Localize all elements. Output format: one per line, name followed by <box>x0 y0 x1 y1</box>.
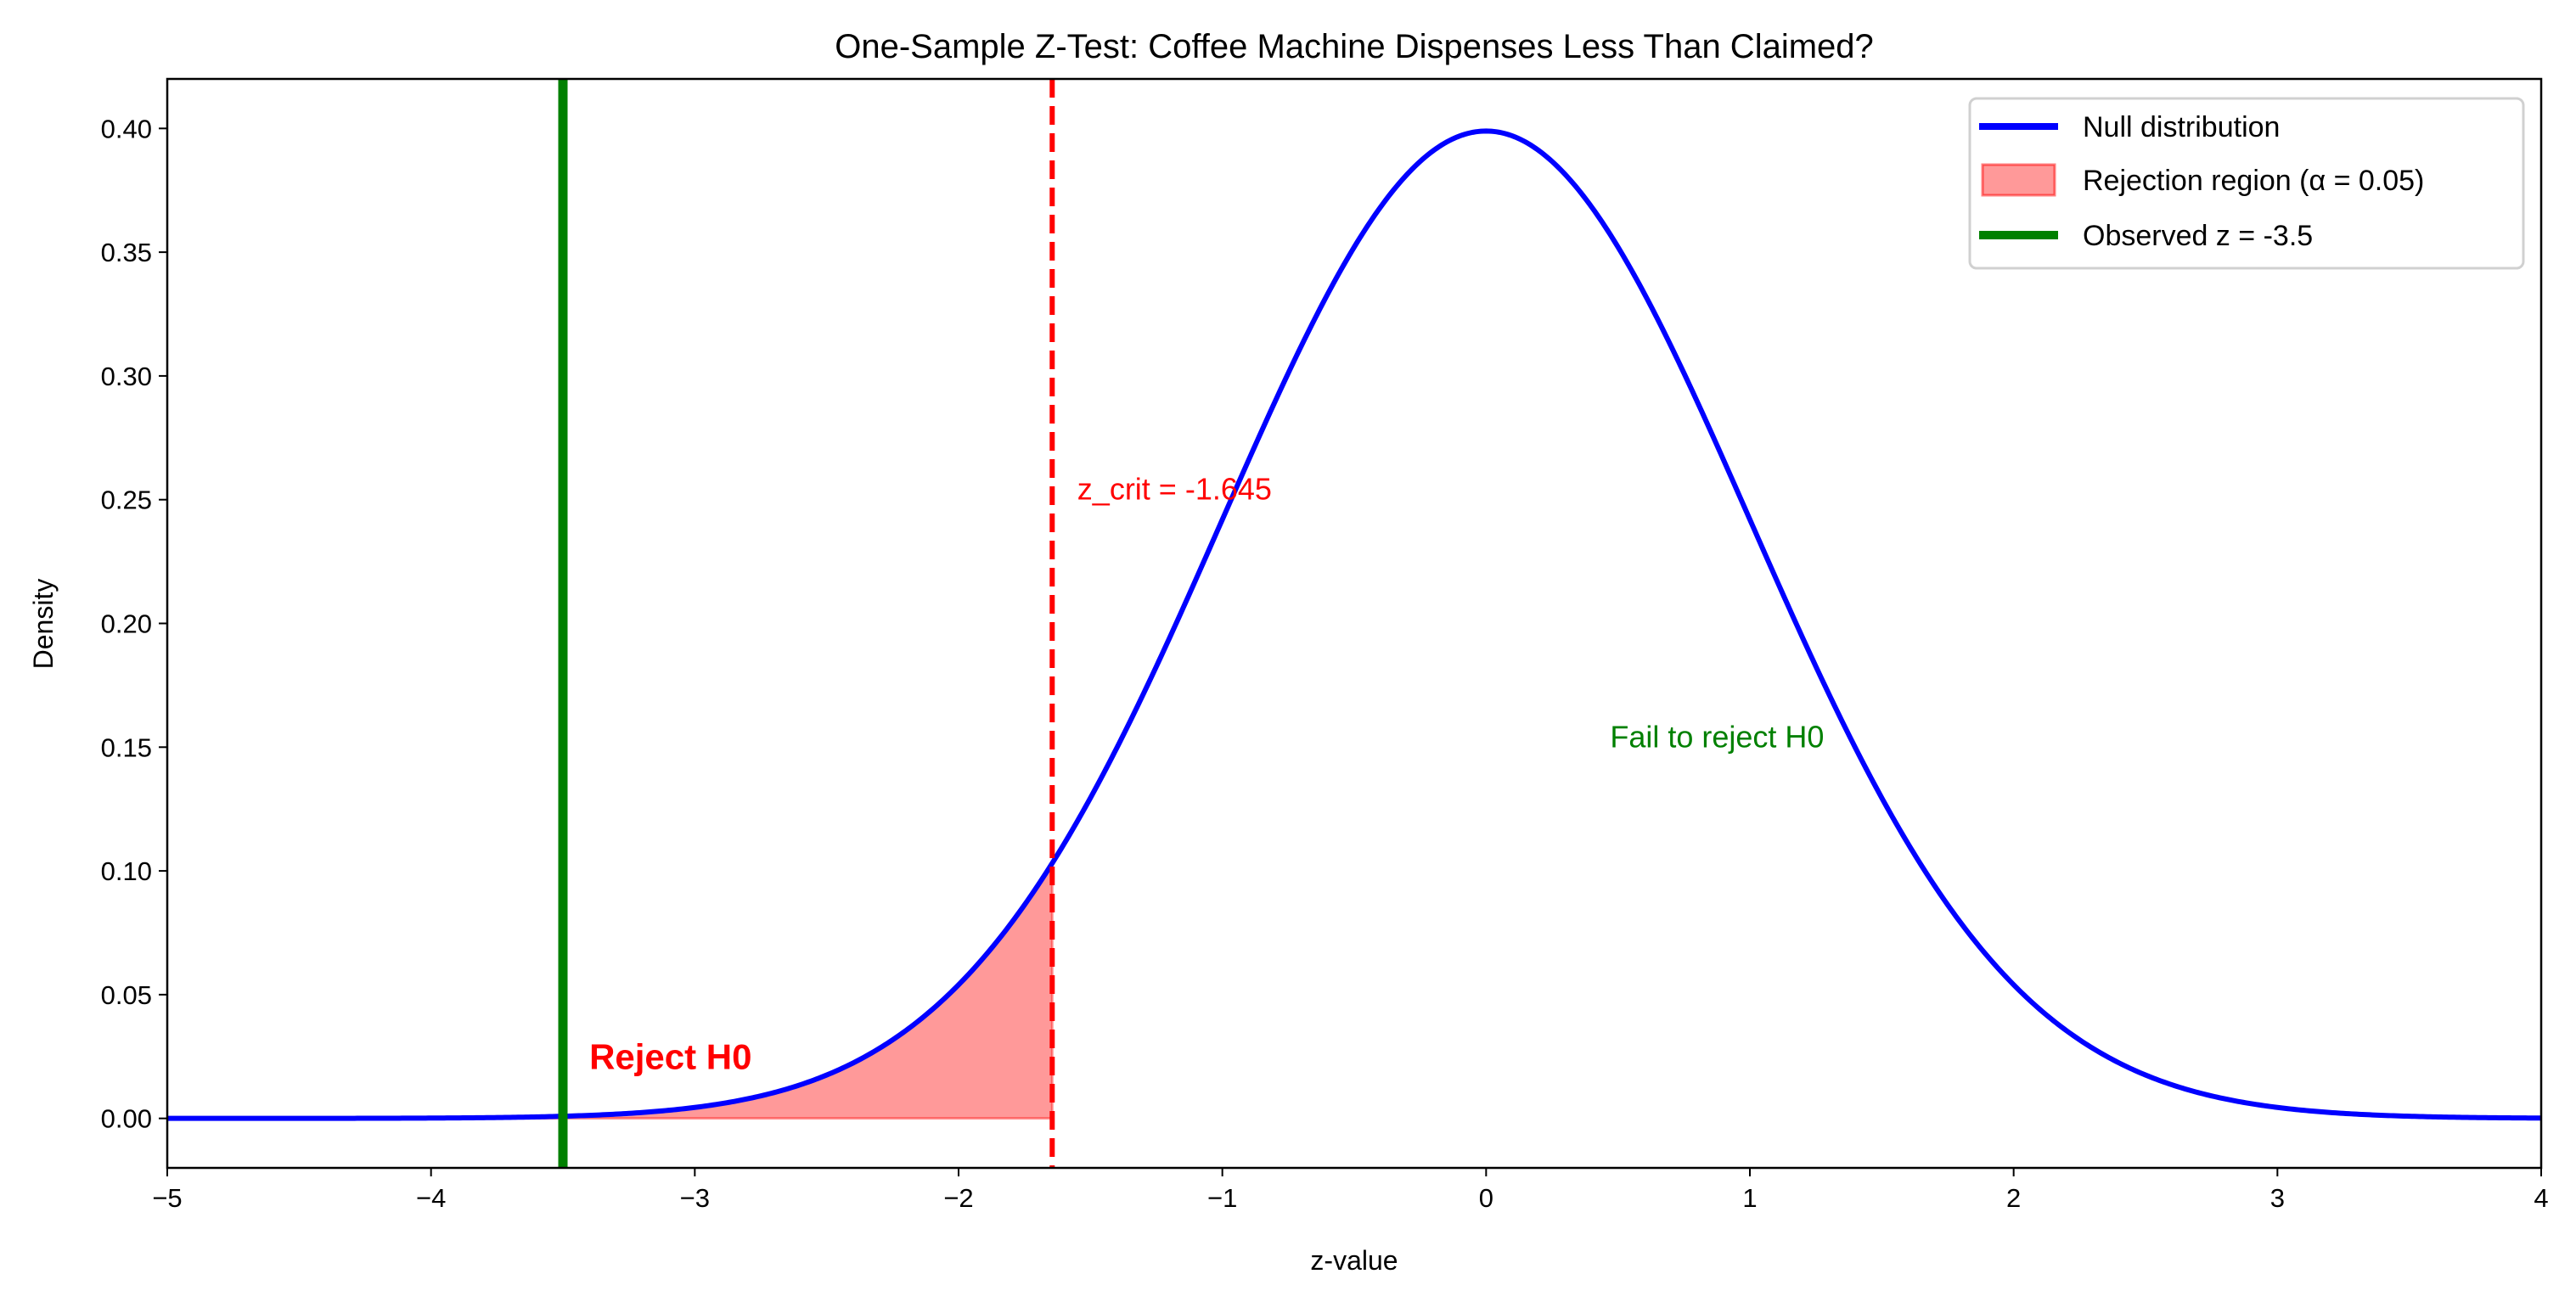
x-tick-label: −3 <box>680 1183 710 1213</box>
legend: Null distribution Rejection region (α = 0… <box>1968 97 2525 270</box>
x-tick-label: −5 <box>152 1183 182 1213</box>
annotation-1: Reject H0 <box>589 1036 751 1076</box>
x-tick-label: 3 <box>2270 1183 2285 1213</box>
y-tick-label: 0.30 <box>101 362 152 391</box>
legend-label-2: Observed z = -3.5 <box>2083 220 2313 252</box>
annotation-2: Fail to reject H0 <box>1610 719 1824 754</box>
y-tick-label: 0.00 <box>101 1104 152 1134</box>
y-tick-label: 0.20 <box>101 609 152 639</box>
y-tick-label: 0.15 <box>101 732 152 762</box>
x-tick-label: −4 <box>416 1183 446 1213</box>
y-axis-label: Density <box>28 579 59 670</box>
x-tick-label: 0 <box>1479 1183 1493 1213</box>
null-distribution-line <box>167 128 2542 1121</box>
x-tick-label: −1 <box>1207 1183 1237 1213</box>
y-tick-label: 0.40 <box>101 114 152 143</box>
y-tick-label: 0.35 <box>101 238 152 267</box>
x-tick-label: 2 <box>2006 1183 2021 1213</box>
x-tick-label: 1 <box>1742 1183 1757 1213</box>
legend-swatch-1 <box>1981 163 2056 197</box>
x-tick-label: 4 <box>2534 1183 2548 1213</box>
x-axis-label: z-value <box>1310 1245 1398 1276</box>
legend-label-1: Rejection region (α = 0.05) <box>2083 165 2424 197</box>
plot-area: z_crit = -1.645 Reject H0 Fail to reject H… <box>101 77 2549 1213</box>
annotation-0: z_crit = -1.645 <box>1077 472 1272 507</box>
x-tick-label: −2 <box>943 1183 973 1213</box>
y-tick-label: 0.05 <box>101 980 152 1010</box>
legend-box <box>1968 97 2525 270</box>
y-tick-label: 0.10 <box>101 856 152 886</box>
chart-title: One-Sample Z-Test: Coffee Machine Dispen… <box>835 28 1874 65</box>
legend-label-0: Null distribution <box>2083 111 2280 143</box>
y-tick-label: 0.25 <box>101 485 152 515</box>
rejection-region-fill <box>167 858 1054 1120</box>
